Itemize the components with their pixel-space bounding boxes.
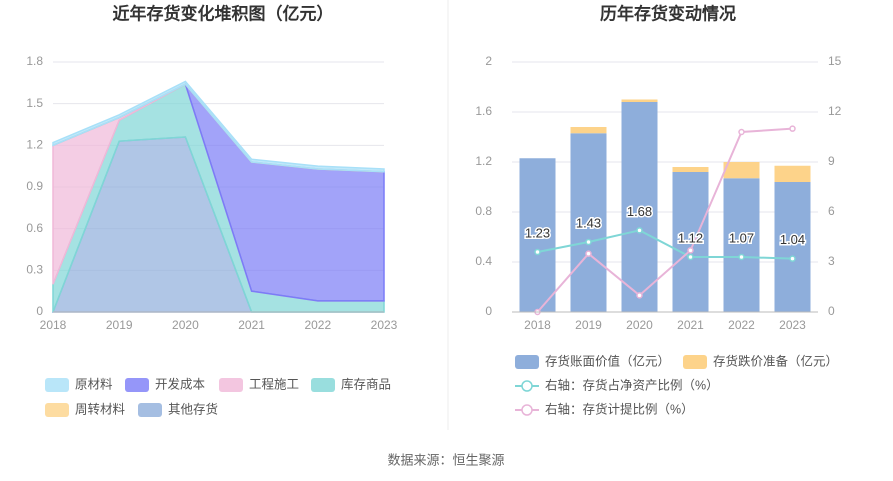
legend-swatch <box>521 404 533 416</box>
y-tick-label: 1.2 <box>475 154 492 168</box>
y2-tick-label: 9 <box>828 154 835 168</box>
legend-swatch <box>45 403 69 417</box>
legend-label: 周转材料 <box>75 401 126 416</box>
source: 数据来源：恒生聚源 <box>387 452 504 467</box>
bar <box>621 99 658 102</box>
x-tick-label: 2019 <box>575 318 602 332</box>
legend-swatch <box>683 355 707 369</box>
y-tick-label: 1.5 <box>26 96 43 110</box>
y-tick-label: 0.9 <box>26 179 43 193</box>
y-tick-label: 0 <box>485 304 492 318</box>
point <box>789 125 796 132</box>
line <box>536 127 793 313</box>
bar <box>621 102 658 312</box>
y-tick-label: 0.4 <box>475 254 492 268</box>
point <box>738 253 745 261</box>
point <box>687 247 694 254</box>
value-label: 1.68 <box>627 204 652 219</box>
legend-swatch <box>138 403 162 417</box>
bar <box>570 127 607 134</box>
legend-label: 存货账面价值（亿元） <box>545 353 670 368</box>
x-tick-label: 2020 <box>626 318 653 332</box>
legend-swatch <box>219 378 243 392</box>
value-label: 1.23 <box>525 225 550 240</box>
bar <box>723 162 760 179</box>
y-tick-label: 0 <box>36 304 43 318</box>
x-tick-label: 2023 <box>779 318 806 332</box>
legend-swatch <box>45 378 69 392</box>
y2-tick-label: 6 <box>828 204 835 218</box>
x-tick-label: 2023 <box>371 318 398 332</box>
point <box>738 128 745 136</box>
legend-label: 库存商品 <box>341 376 391 391</box>
line <box>537 229 793 260</box>
chart-title: 近年存货变化堆积图（亿元） <box>113 3 334 23</box>
value-label: 1.43 <box>576 215 601 230</box>
area <box>52 80 385 173</box>
legend-swatch <box>311 378 335 392</box>
y2-tick-label: 0 <box>828 304 835 318</box>
legend-label: 右轴：存货占净资产比例（%） <box>545 377 719 392</box>
legend-label: 原材料 <box>75 377 113 391</box>
x-tick-label: 2018 <box>40 318 67 332</box>
y-tick-label: 2 <box>485 54 492 68</box>
x-tick-label: 2022 <box>304 318 331 332</box>
x-tick-label: 2020 <box>172 318 199 332</box>
value-label: 1.04 <box>780 232 805 247</box>
y-tick-label: 1.2 <box>26 138 43 152</box>
bar <box>723 178 760 312</box>
x-tick-label: 2021 <box>238 318 265 332</box>
point <box>585 250 592 257</box>
legend-label: 开发成本 <box>155 376 206 391</box>
value-label: 1.07 <box>729 230 754 245</box>
y-tick-label: 0.8 <box>475 204 492 218</box>
y-tick-label: 1.6 <box>475 104 492 118</box>
legend-label: 其他存货 <box>168 401 218 416</box>
point <box>534 248 541 256</box>
chart-title: 历年存货变动情况 <box>600 3 736 23</box>
point <box>636 292 643 299</box>
point <box>789 255 796 262</box>
bar <box>672 172 709 312</box>
legend-swatch <box>125 378 149 392</box>
y-tick-label: 0.6 <box>26 221 43 235</box>
legend-swatch <box>515 355 539 369</box>
point <box>687 253 694 261</box>
point <box>636 227 643 234</box>
x-tick-label: 2018 <box>524 318 551 332</box>
bar <box>570 133 607 312</box>
y2-tick-label: 3 <box>828 254 835 268</box>
bar <box>519 158 556 312</box>
point <box>585 238 592 246</box>
x-tick-label: 2019 <box>106 318 133 332</box>
legend-swatch <box>521 380 533 392</box>
legend-label: 工程施工 <box>249 376 299 391</box>
y2-tick-label: 15 <box>828 54 842 68</box>
x-tick-label: 2021 <box>677 318 704 332</box>
bar <box>672 167 709 172</box>
x-tick-label: 2022 <box>728 318 755 332</box>
value-label: 1.12 <box>678 230 703 245</box>
y-tick-label: 0.3 <box>26 263 43 277</box>
legend-label: 右轴：存货计提比例（%） <box>545 401 694 416</box>
y-tick-label: 1.8 <box>26 54 43 68</box>
bar <box>774 165 811 182</box>
y2-tick-label: 12 <box>828 104 842 118</box>
legend-label: 存货跌价准备（亿元） <box>713 353 838 368</box>
bar <box>774 182 811 312</box>
